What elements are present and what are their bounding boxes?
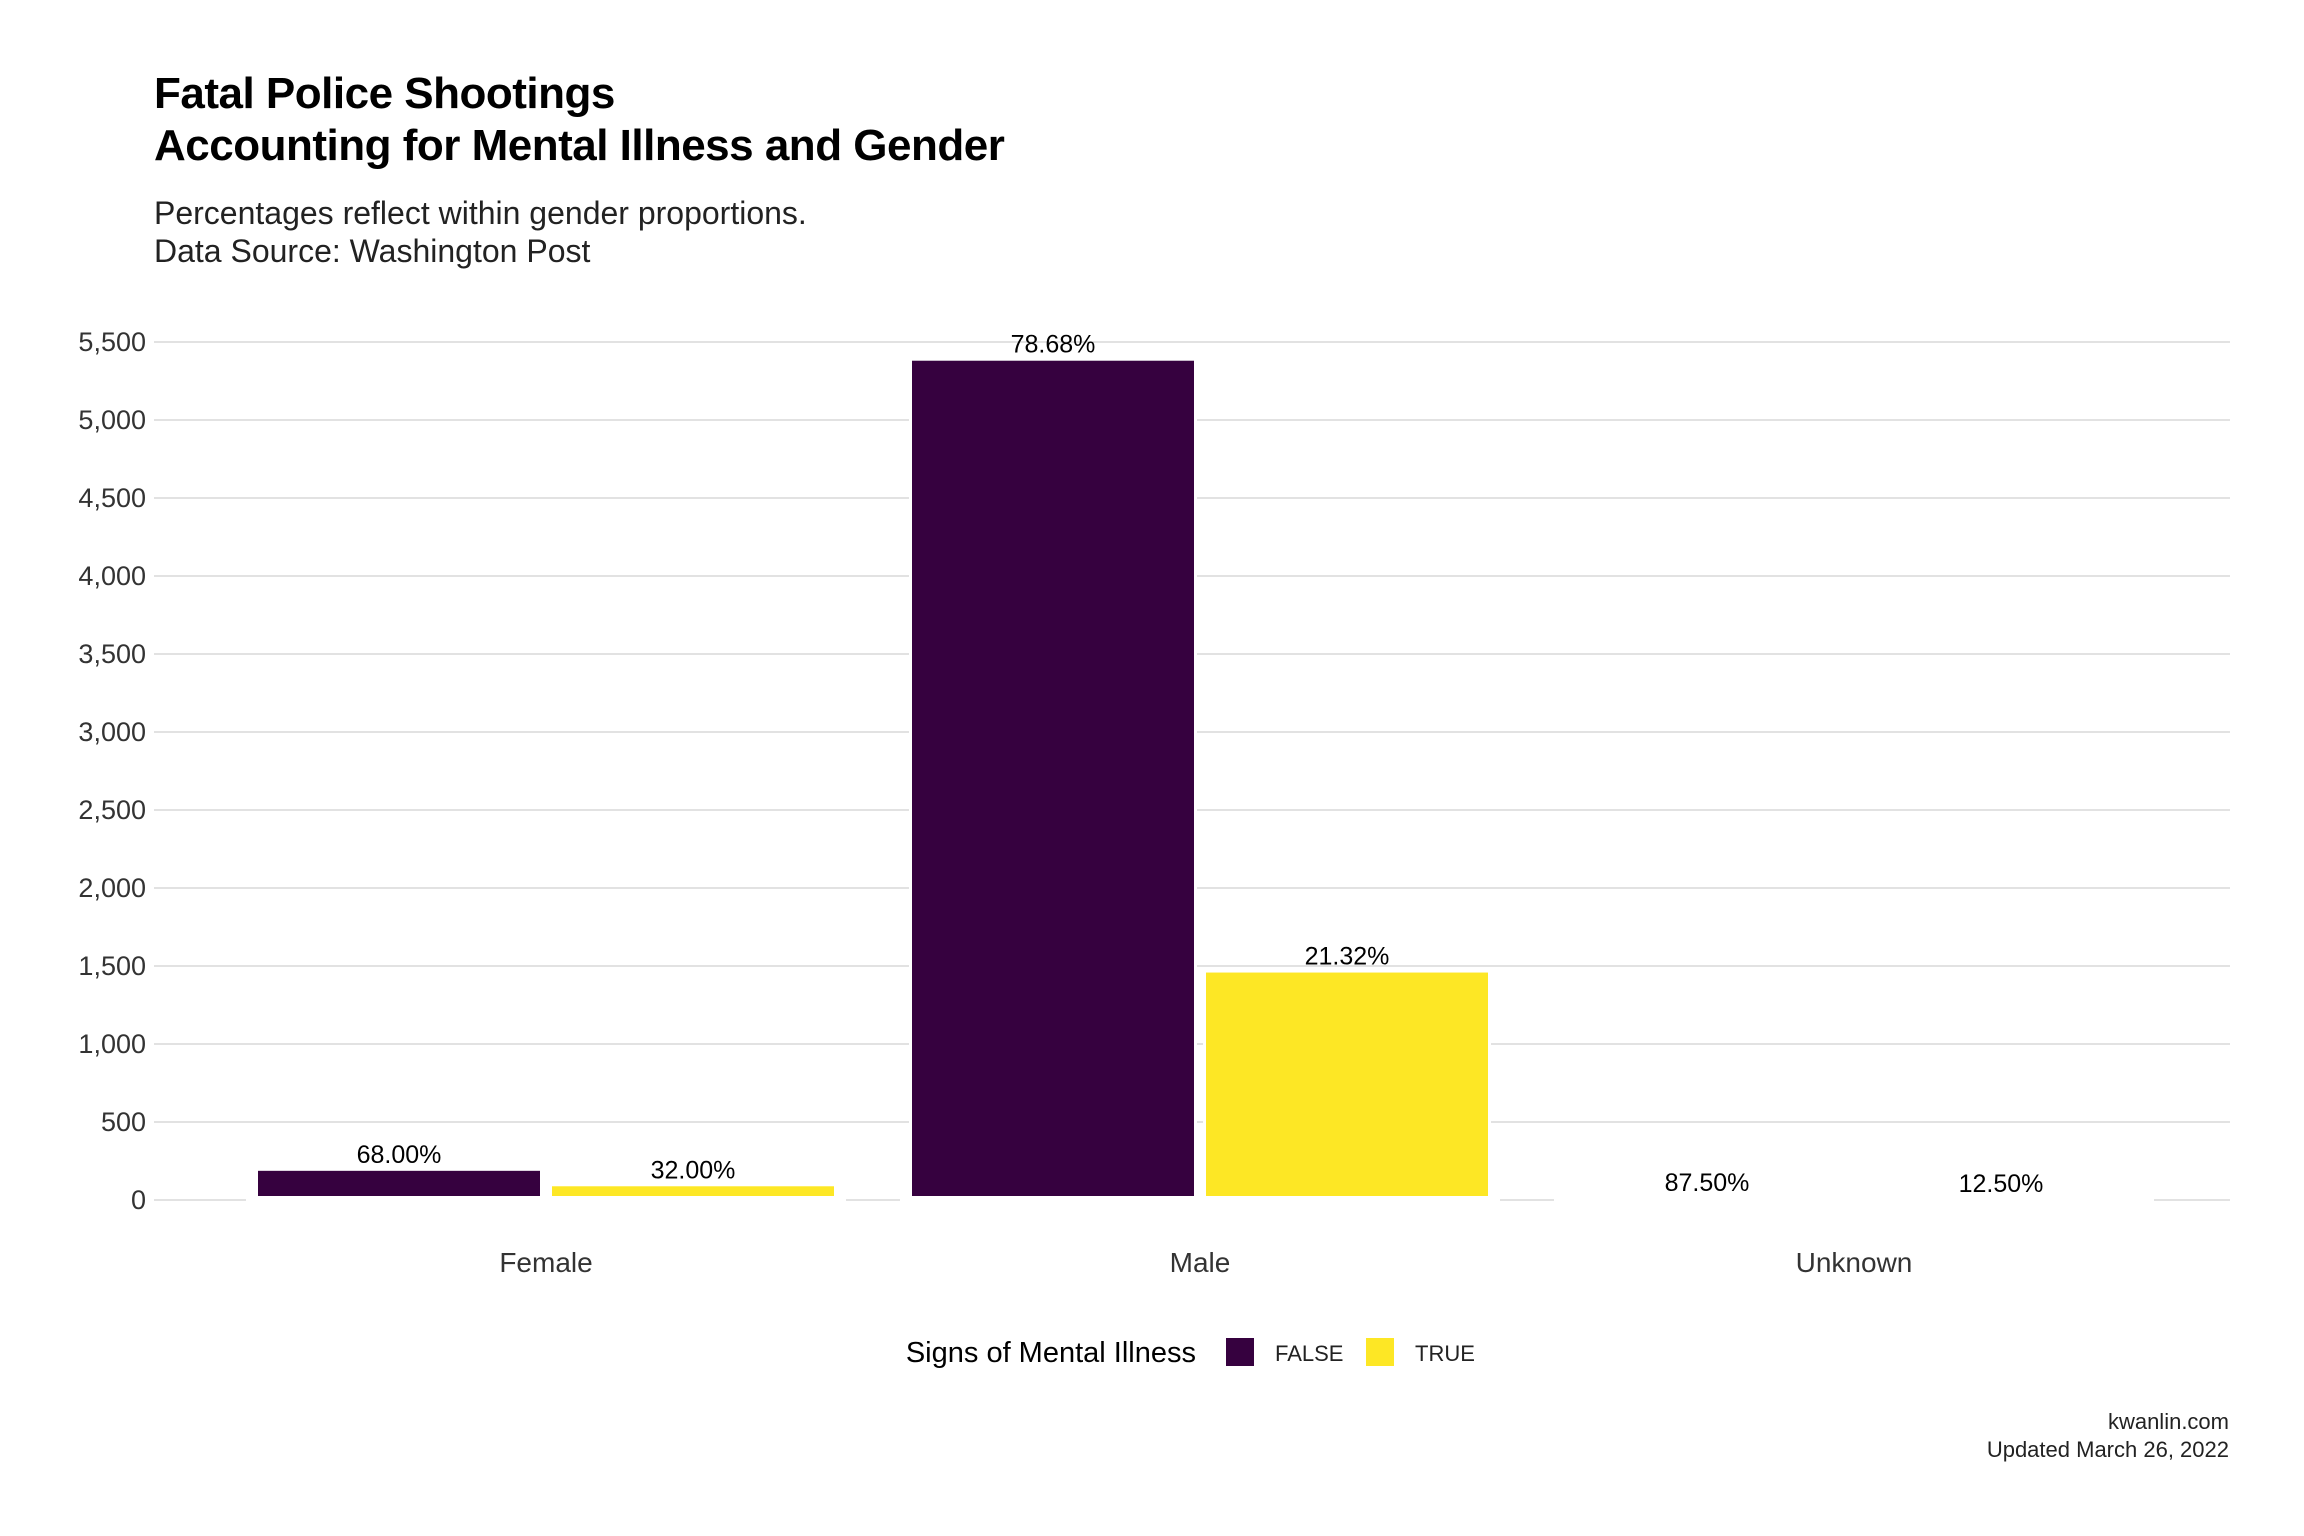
y-tick-label-3500: 3,500 [78, 639, 146, 669]
y-tick-label-0: 0 [131, 1185, 146, 1215]
y-tick-label-1000: 1,000 [78, 1029, 146, 1059]
chart-titles: Fatal Police Shootings Accounting for Me… [154, 68, 1005, 270]
chart-subtitle-line-1: Percentages reflect within gender propor… [154, 195, 807, 231]
chart-caption: kwanlin.com Updated March 26, 2022 [1987, 1408, 2229, 1464]
legend-swatch-false [1226, 1338, 1254, 1366]
chart-title-line-1: Fatal Police Shootings [154, 69, 615, 118]
x-tick-label-female: Female [499, 1247, 592, 1278]
data-label-unknown-true: 12.50% [1959, 1170, 2044, 1198]
data-label-female-false: 68.00% [357, 1141, 442, 1169]
y-tick-label-2000: 2,000 [78, 873, 146, 903]
legend-swatch-true [1366, 1338, 1394, 1366]
bar-outline-unknown-true [1857, 1196, 2145, 1200]
bar-outline-unknown-false [1563, 1195, 1851, 1200]
legend-title: Signs of Mental Illness [906, 1337, 1196, 1369]
y-tick-label-1500: 1,500 [78, 951, 146, 981]
bar-group-base-female [246, 1199, 846, 1203]
bar-group-base-male [900, 1199, 1500, 1203]
bar-group-base-unknown [1554, 1199, 2154, 1203]
y-tick-label-500: 500 [101, 1107, 146, 1137]
legend-label-true: TRUE [1415, 1341, 1475, 1366]
y-tick-label-5500: 5,500 [78, 327, 146, 357]
data-label-unknown-false: 87.50% [1665, 1169, 1750, 1197]
bar-male-false [912, 360, 1194, 1197]
caption-updated: Updated March 26, 2022 [1986, 1437, 2229, 1462]
x-tick-label-unknown: Unknown [1796, 1247, 1913, 1278]
bar-male-true [1206, 972, 1488, 1196]
legend-label-false: FALSE [1275, 1341, 1343, 1366]
data-label-female-true: 32.00% [651, 1156, 736, 1184]
y-tick-label-2500: 2,500 [78, 795, 146, 825]
chart-subtitle-line-2: Data Source: Washington Post [154, 233, 591, 269]
chart-title-line-2: Accounting for Mental Illness and Gender [154, 121, 1005, 170]
y-tick-label-4500: 4,500 [78, 483, 146, 513]
caption-site: kwanlin.com [2107, 1409, 2229, 1434]
bar-female-true [552, 1186, 834, 1196]
bar-female-false [258, 1170, 540, 1196]
y-tick-label-3000: 3,000 [78, 717, 146, 747]
data-label-male-false: 78.68% [1011, 331, 1096, 359]
data-label-male-true: 21.32% [1305, 943, 1390, 971]
y-tick-label-5000: 5,000 [78, 405, 146, 435]
y-tick-label-4000: 4,000 [78, 561, 146, 591]
x-tick-label-male: Male [1170, 1247, 1231, 1278]
